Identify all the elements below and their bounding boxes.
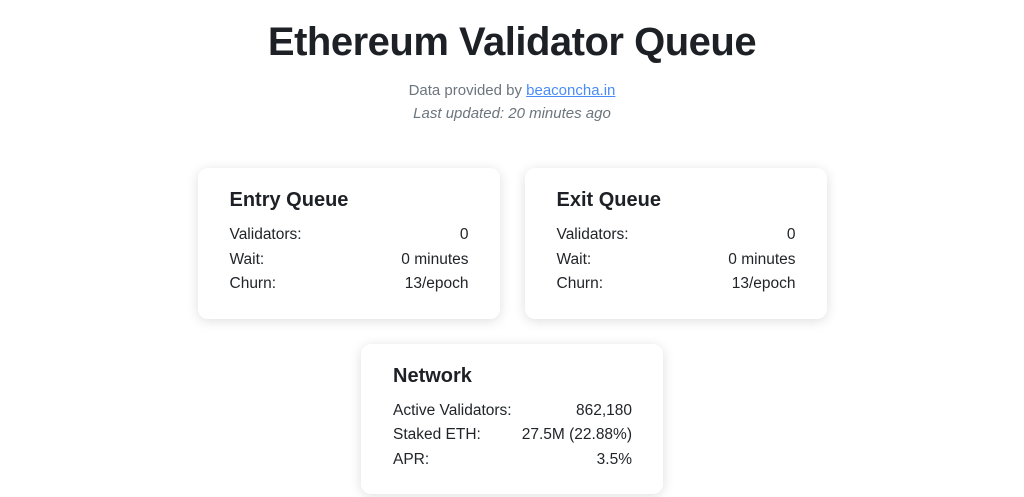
stat-value: 0 minutes xyxy=(401,250,469,268)
stat-value: 0 minutes xyxy=(728,250,796,268)
last-updated-text: Last updated: 20 minutes ago xyxy=(413,105,611,122)
entry-wait-row: Wait: 0 minutes xyxy=(230,248,469,273)
stat-label: Staked ETH: xyxy=(393,426,481,443)
stat-value: 0 xyxy=(459,226,469,243)
entry-queue-card: Entry Queue Validators: 0 Wait: 0 minute… xyxy=(197,168,500,319)
beaconcha-link[interactable]: beaconcha.in xyxy=(526,82,616,99)
network-card-row: Network Active Validators: 862,180 Stake… xyxy=(361,343,663,494)
entry-churn-row: Churn: 13/epoch xyxy=(230,272,469,297)
network-card: Network Active Validators: 862,180 Stake… xyxy=(361,343,663,494)
stat-label: Wait: xyxy=(556,250,592,268)
exit-queue-title: Exit Queue xyxy=(556,189,661,211)
stat-value: 13/epoch xyxy=(731,275,796,292)
data-source-text: Data provided by xyxy=(408,82,527,99)
stat-label: Validators: xyxy=(229,226,302,243)
network-apr-row: APR: 3.5% xyxy=(393,448,632,473)
entry-queue-title: Entry Queue xyxy=(229,189,349,211)
stat-label: Validators: xyxy=(556,226,629,243)
stat-value: 862,180 xyxy=(575,401,632,419)
queue-cards-row: Entry Queue Validators: 0 Wait: 0 minute… xyxy=(197,168,827,319)
page-title: Ethereum Validator Queue xyxy=(267,20,757,64)
stat-label: APR: xyxy=(393,450,430,468)
network-title: Network xyxy=(393,364,472,387)
data-source-line: Data provided by beaconcha.in xyxy=(409,82,616,99)
network-active-validators-row: Active Validators: 862,180 xyxy=(393,399,632,424)
entry-validators-row: Validators: 0 xyxy=(230,223,469,248)
stat-label: Active Validators: xyxy=(393,401,512,419)
exit-validators-row: Validators: 0 xyxy=(557,223,796,248)
stat-label: Wait: xyxy=(229,250,265,268)
stat-label: Churn: xyxy=(556,275,604,292)
stat-value: 3.5% xyxy=(596,450,632,468)
exit-wait-row: Wait: 0 minutes xyxy=(557,248,796,273)
exit-queue-card: Exit Queue Validators: 0 Wait: 0 minutes… xyxy=(524,168,827,319)
network-staked-eth-row: Staked ETH: 27.5M (22.88%) xyxy=(393,423,632,448)
exit-churn-row: Churn: 13/epoch xyxy=(557,272,796,297)
stat-value: 13/epoch xyxy=(404,275,469,292)
stat-value: 0 xyxy=(786,226,796,243)
stat-value: 27.5M (22.88%) xyxy=(521,426,632,443)
stat-label: Churn: xyxy=(229,275,277,292)
